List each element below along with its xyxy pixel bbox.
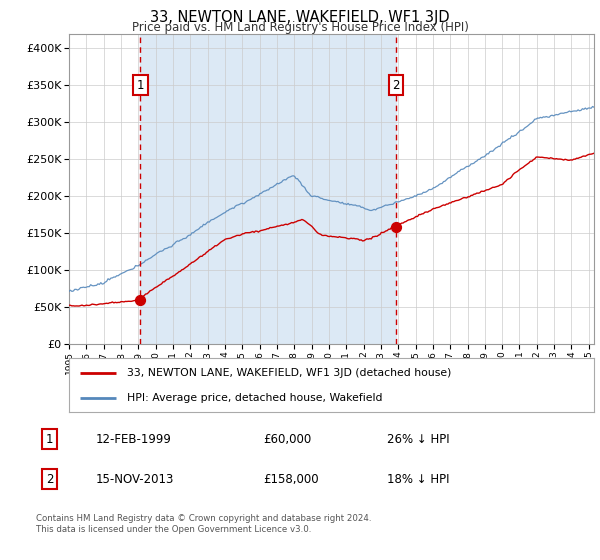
Text: 1: 1	[46, 432, 53, 446]
Bar	[140, 34, 396, 344]
Text: £60,000: £60,000	[263, 432, 311, 446]
Text: This data is licensed under the Open Government Licence v3.0.: This data is licensed under the Open Gov…	[36, 525, 311, 534]
Text: Contains HM Land Registry data © Crown copyright and database right 2024.: Contains HM Land Registry data © Crown c…	[36, 514, 371, 522]
Point	[136, 296, 145, 305]
Text: HPI: Average price, detached house, Wakefield: HPI: Average price, detached house, Wake…	[127, 393, 382, 403]
Text: 1: 1	[137, 79, 144, 92]
Text: 26% ↓ HPI: 26% ↓ HPI	[387, 432, 449, 446]
Text: 33, NEWTON LANE, WAKEFIELD, WF1 3JD: 33, NEWTON LANE, WAKEFIELD, WF1 3JD	[150, 10, 450, 25]
Text: 18% ↓ HPI: 18% ↓ HPI	[387, 473, 449, 486]
Text: 15-NOV-2013: 15-NOV-2013	[95, 473, 174, 486]
Text: £158,000: £158,000	[263, 473, 319, 486]
Text: 2: 2	[46, 473, 53, 486]
Text: 33, NEWTON LANE, WAKEFIELD, WF1 3JD (detached house): 33, NEWTON LANE, WAKEFIELD, WF1 3JD (det…	[127, 368, 451, 379]
Text: Price paid vs. HM Land Registry's House Price Index (HPI): Price paid vs. HM Land Registry's House …	[131, 21, 469, 34]
Point	[391, 223, 401, 232]
Text: 12-FEB-1999: 12-FEB-1999	[95, 432, 171, 446]
Text: 2: 2	[392, 79, 400, 92]
